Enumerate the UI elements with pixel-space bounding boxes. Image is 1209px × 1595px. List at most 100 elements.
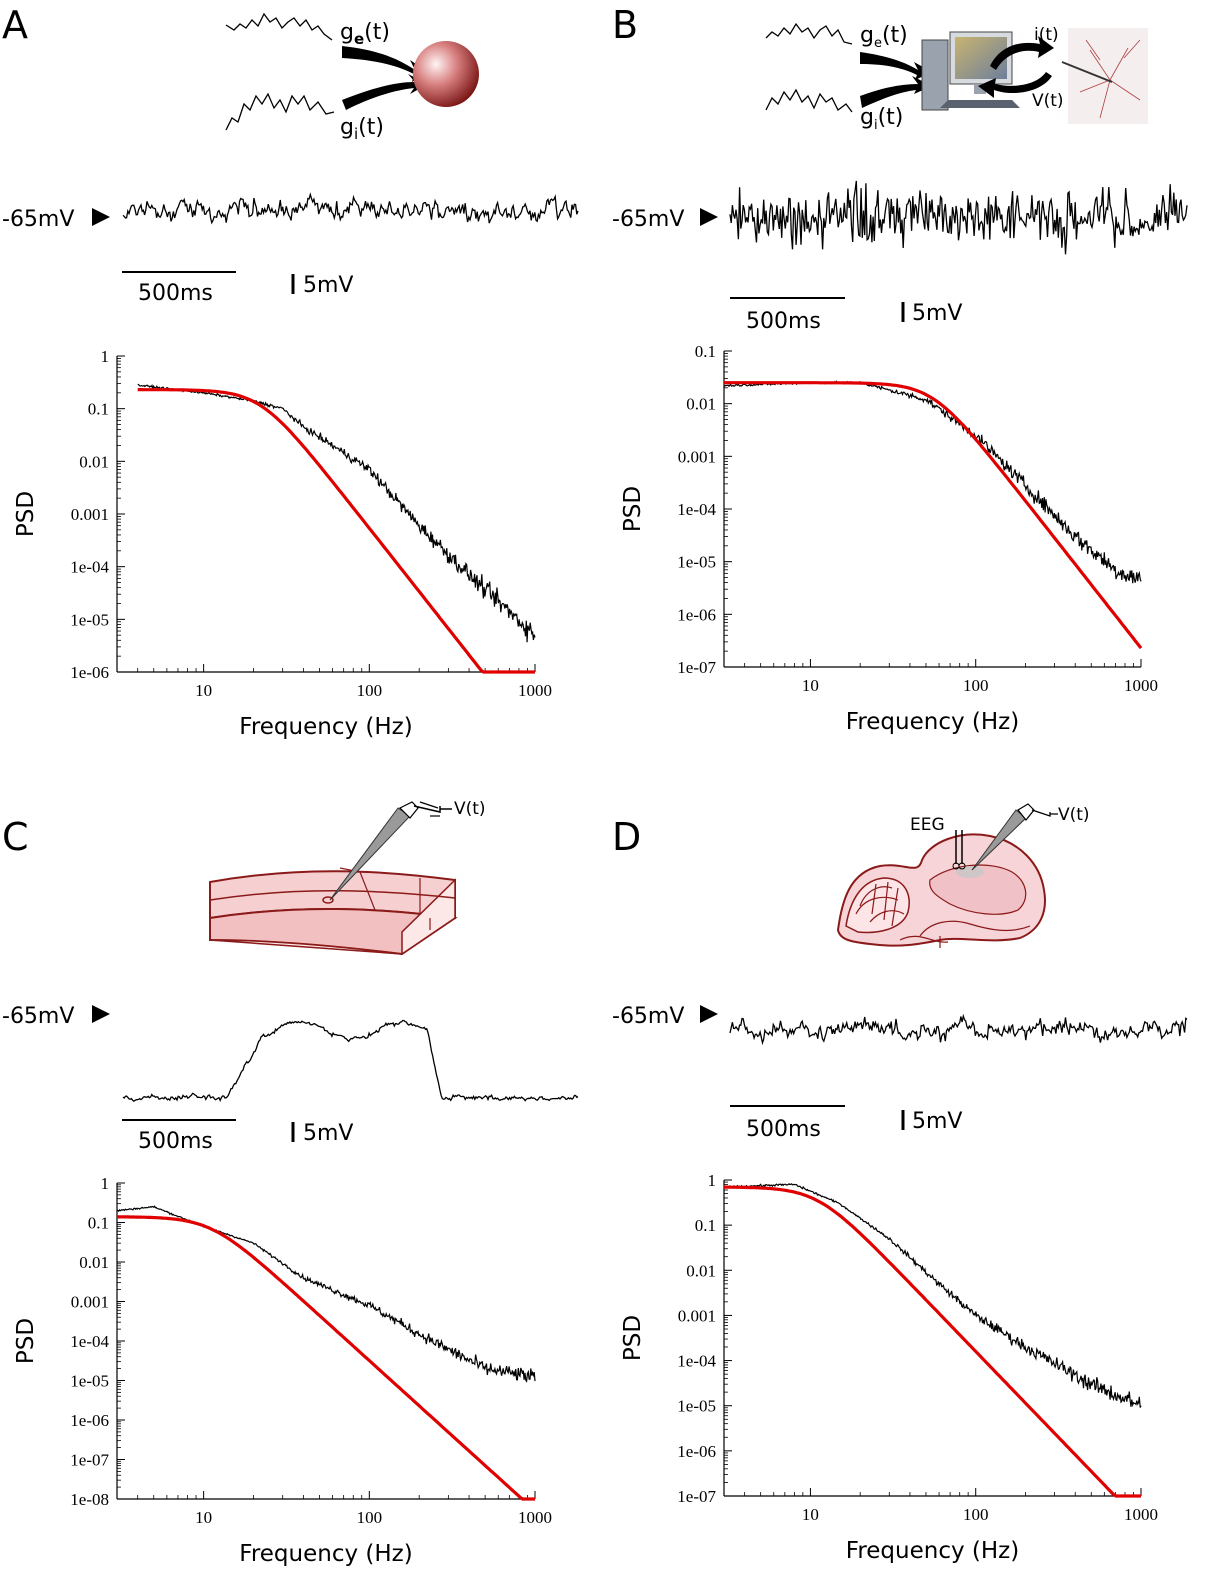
psd-data-line [723, 1183, 1142, 1408]
rest-label-a: -65mV [2, 207, 74, 232]
y-tick-label: 1e-05 [677, 1397, 716, 1416]
y-tick-label: 0.01 [686, 395, 716, 414]
eeg-label: EEG [910, 815, 945, 835]
panel-c-label: C [2, 815, 29, 859]
x-tick-label: 10 [802, 676, 819, 695]
rest-label-d: -65mV [612, 1004, 684, 1029]
y-tick-label: 0.01 [79, 1253, 109, 1272]
ge-trace-b [765, 22, 853, 45]
ge-label-a: ge(t) [340, 20, 390, 48]
y-tick-label: 1e-04 [677, 1352, 716, 1371]
y-tick-label: 0.001 [71, 1293, 109, 1312]
y-tick-label: 1e-08 [70, 1490, 109, 1509]
y-tick-label: 0.001 [678, 447, 716, 466]
panel-d-label: D [612, 815, 641, 859]
ge-arrow-b [860, 52, 932, 80]
x-tick-label: 1000 [518, 1508, 552, 1527]
rest-arrow-a [92, 208, 110, 226]
psd-fit-line [137, 388, 535, 674]
volt-scale-label-b: 5mV [912, 301, 962, 326]
brain-sagittal [836, 833, 1046, 948]
y-axis-label: PSD [620, 1315, 646, 1361]
gi-trace-b [765, 88, 853, 113]
psd-fit-line [724, 381, 1143, 650]
x-tick-label: 1000 [1124, 676, 1158, 695]
y-tick-label: 1e-06 [677, 1442, 716, 1461]
x-tick-label: 1000 [1124, 1505, 1158, 1524]
panel-a-schematic: ge(t) gi(t) [225, 12, 479, 143]
psd-data-line [137, 383, 536, 643]
x-tick-label: 10 [195, 1508, 212, 1527]
rest-arrow-c [92, 1005, 110, 1023]
y-axis-label: PSD [13, 1318, 39, 1364]
y-axis-label: PSD [13, 491, 39, 537]
rest-label-c: -65mV [2, 1004, 74, 1029]
cortical-slice [209, 867, 458, 956]
x-tick-label: 1000 [518, 681, 552, 700]
x-tick-label: 10 [802, 1505, 819, 1524]
y-tick-label: 1e-04 [70, 558, 109, 577]
voltage-arrow [978, 72, 1052, 98]
ge-trace-a [225, 12, 333, 41]
y-tick-label: 1e-06 [70, 663, 109, 682]
x-tick-label: 100 [963, 676, 989, 695]
voltage-trace-a [122, 192, 579, 225]
voltage-label-d: V(t) [1058, 805, 1090, 825]
y-tick-label: 0.001 [71, 505, 109, 524]
psd-fit-line [117, 1215, 535, 1501]
y-tick-label: 1e-07 [70, 1451, 109, 1470]
voltage-trace-c [122, 1019, 579, 1103]
neuron-sphere [413, 41, 479, 107]
gi-arrow-b [860, 76, 932, 108]
panel-b-schematic: ge(t) gi(t) i(t) V(t) [765, 22, 1148, 133]
volt-scale-label-c: 5mV [303, 1121, 353, 1146]
rest-label-b: -65mV [612, 207, 684, 232]
electrode-c [329, 801, 452, 901]
gi-label-b: gi(t) [860, 105, 903, 133]
y-tick-label: 1e-04 [70, 1332, 109, 1351]
volt-scale-label-a: 5mV [303, 273, 353, 298]
y-tick-label: 1 [101, 347, 110, 366]
rest-arrow-b [700, 208, 718, 226]
y-tick-label: 0.1 [695, 1216, 716, 1235]
y-tick-label: 1 [101, 1174, 110, 1193]
y-tick-label: 1e-07 [677, 1487, 716, 1506]
y-tick-label: 1e-05 [70, 1372, 109, 1391]
time-scale-label-c: 500ms [138, 1129, 213, 1154]
psd-chart-d: 1 0.1 0.01 0.001 1e-04 1e-05 1e-06 1e-07 10 100 10… [620, 1171, 1158, 1564]
x-axis-label: Frequency (Hz) [846, 1538, 1019, 1564]
y-tick-label: 0.1 [695, 342, 716, 361]
gi-trace-a [225, 92, 335, 131]
electrodes-d [952, 803, 1058, 871]
y-tick-label: 1 [708, 1171, 717, 1190]
y-tick-label: 0.1 [88, 1214, 109, 1233]
y-tick-label: 1e-04 [677, 500, 716, 519]
panel-a-label: A [2, 3, 28, 47]
current-label: i(t) [1034, 25, 1059, 45]
psd-chart-c: 1 0.1 0.01 0.001 1e-04 1e-05 1e-06 1e-07 1e-08 10… [13, 1174, 552, 1567]
panel-b-label: B [612, 3, 638, 47]
rest-arrow-d [700, 1005, 718, 1023]
y-axis-label: PSD [620, 486, 646, 532]
psd-data-line [116, 1205, 536, 1383]
gi-arrow-a [342, 74, 428, 110]
voltage-label-b: V(t) [1032, 91, 1064, 111]
time-scale-label-b: 500ms [746, 309, 821, 334]
neuron-photo [1061, 28, 1148, 124]
x-tick-label: 100 [357, 1508, 383, 1527]
voltage-trace-b [729, 180, 1188, 255]
ge-arrow-a [342, 46, 428, 82]
panel-a: A ge(t) gi(t) -65mV 500ms 5mV 1 0.1 0.01 0.… [2, 3, 579, 740]
x-axis-label: Frequency (Hz) [239, 1541, 412, 1567]
y-tick-label: 0.01 [686, 1261, 716, 1280]
psd-chart-a: 1 0.1 0.01 0.001 1e-04 1e-05 1e-06 10 100 1000 Fre… [13, 347, 552, 740]
x-tick-label: 100 [357, 681, 383, 700]
y-tick-label: 1e-05 [70, 610, 109, 629]
voltage-trace-d [729, 1013, 1188, 1046]
gi-label-a: gi(t) [340, 115, 384, 143]
y-tick-label: 0.01 [79, 452, 109, 471]
psd-data-line [723, 380, 1142, 584]
x-axis-label: Frequency (Hz) [846, 709, 1019, 735]
time-scale-label-a: 500ms [138, 281, 213, 306]
current-arrow [990, 36, 1054, 70]
